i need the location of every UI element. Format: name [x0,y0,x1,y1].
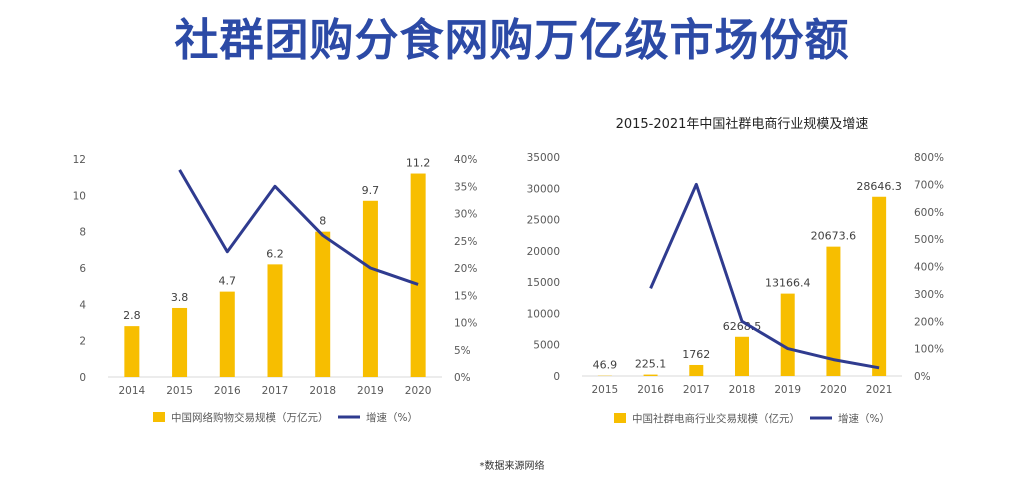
y-tick-label: 25000 [527,215,560,227]
y2-tick-label: 5% [454,345,471,357]
y2-tick-label: 200% [914,316,944,328]
x-tick-label: 2017 [262,385,289,397]
legend-line-label: 增速（%） [366,411,418,424]
y-tick-label: 4 [79,299,86,311]
data-label: 2.8 [123,309,141,322]
growth-line [178,169,419,286]
x-tick-label: 2016 [214,385,241,397]
data-label: 20673.6 [811,230,857,243]
bar [689,364,704,376]
chart-title: 2015-2021年中国社群电商行业规模及增速 [616,116,869,132]
y2-tick-label: 300% [914,289,944,301]
bar [267,264,283,377]
y-tick-label: 10 [73,190,86,202]
y-tick-label: 8 [79,227,86,239]
left-chart: 0 2 4 6 8 10 12 0% 5% 10% 15% 20% 25% 30% 35% 40% 2.8 201… [73,154,478,424]
data-label: 4.7 [219,275,237,288]
x-tick-label: 2019 [774,384,801,396]
x-tick-label: 2019 [357,385,384,397]
data-label: 9.7 [362,184,380,197]
x-tick-label: 2020 [405,385,432,397]
y-tick-label: 15000 [527,277,560,289]
bar [643,374,658,376]
bar [735,336,749,376]
data-label: 8 [319,215,326,228]
y2-tick-label: 15% [454,290,477,302]
y-tick-label: 2 [79,336,86,348]
y2-tick-label: 400% [914,262,944,274]
right-chart: 2015-2021年中国社群电商行业规模及增速 0 5000 10000 15000 20… [527,116,944,425]
bar [172,307,188,377]
data-label: 28646.3 [856,180,902,193]
y2-tick-label: 10% [454,318,477,330]
x-tick-label: 2020 [820,384,847,396]
y2-tick-label: 800% [914,152,944,164]
bar [315,231,331,377]
data-label: 6268.5 [723,320,762,333]
y-tick-label: 30000 [527,183,560,195]
legend-bar-label: 中国网络购物交易规模（万亿元） [171,411,329,424]
y2-tick-label: 20% [454,263,477,275]
legend-bar-swatch [614,413,626,423]
growth-line [649,182,880,370]
x-tick-label: 2021 [866,384,893,396]
x-tick-label: 2015 [166,385,193,397]
bar [410,173,426,377]
y2-tick-label: 500% [914,234,944,246]
data-label: 13166.4 [765,277,811,290]
x-tick-label: 2015 [591,384,618,396]
bar [219,291,235,377]
footnote: *数据来源网络 [479,461,545,472]
y2-tick-label: 700% [914,179,944,191]
y-tick-label: 5000 [533,340,560,352]
x-tick-label: 2014 [118,385,145,397]
data-label: 225.1 [635,358,667,371]
x-tick-label: 2018 [309,385,336,397]
y-tick-label: 10000 [527,308,560,320]
y-tick-label: 6 [79,263,86,275]
y2-tick-label: 40% [454,154,477,166]
x-tick-label: 2017 [683,384,710,396]
x-tick-label: 2016 [637,384,664,396]
data-label: 3.8 [171,291,189,304]
bar [826,246,841,376]
y2-tick-label: 600% [914,207,944,219]
legend-line-label: 增速（%） [838,412,890,425]
data-label: 11.2 [406,157,431,170]
y-tick-label: 0 [79,372,86,384]
y-tick-label: 12 [73,154,86,166]
data-label: 46.9 [593,359,618,372]
bar [780,293,795,376]
x-tick-label: 2018 [729,384,756,396]
y2-tick-label: 30% [454,209,477,221]
y2-tick-label: 25% [454,236,477,248]
legend-bar-label: 中国社群电商行业交易规模（亿元） [632,412,800,425]
y-tick-label: 0 [553,371,560,383]
data-label: 6.2 [266,247,284,260]
y2-tick-label: 0% [454,372,471,384]
y2-tick-label: 100% [914,344,944,356]
data-label: 1762 [682,348,710,361]
legend-bar-swatch [153,412,165,422]
y2-tick-label: 35% [454,181,477,193]
bar [872,196,887,376]
bar [362,200,378,377]
y-tick-label: 35000 [527,152,560,164]
page-title: 社群团购分食网购万亿级市场份额 [174,15,850,66]
bar [124,326,140,377]
y-tick-label: 20000 [527,246,560,258]
y2-tick-label: 0% [914,371,931,383]
